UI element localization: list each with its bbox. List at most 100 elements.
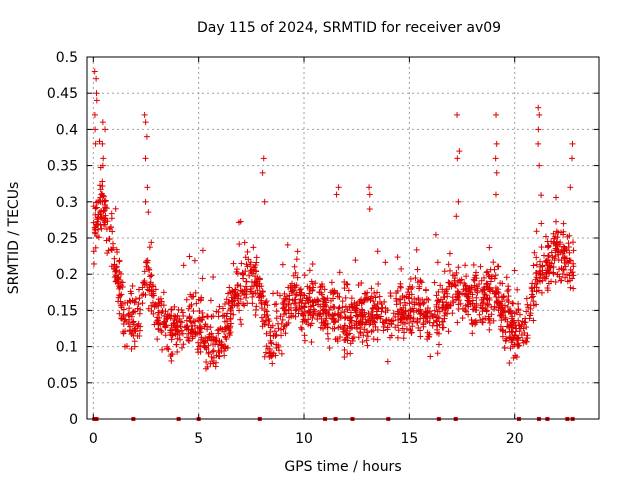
data-point <box>478 288 485 295</box>
data-point <box>569 269 576 276</box>
data-point <box>179 330 186 337</box>
data-point <box>353 308 360 315</box>
data-point <box>333 191 340 198</box>
y-tick-label: 0.5 <box>56 50 78 66</box>
data-point <box>524 301 531 308</box>
data-point <box>436 341 443 348</box>
data-point <box>433 292 440 299</box>
data-point <box>536 111 543 118</box>
data-point <box>336 269 343 276</box>
data-point <box>435 330 442 337</box>
data-point <box>515 306 522 313</box>
data-point <box>382 259 389 266</box>
data-point <box>480 294 487 301</box>
data-point <box>538 289 545 296</box>
data-point <box>238 260 245 267</box>
data-point <box>344 334 351 341</box>
data-point <box>187 318 194 325</box>
data-point <box>471 302 478 309</box>
data-point <box>506 334 513 341</box>
data-point <box>486 319 493 326</box>
data-point <box>204 363 211 370</box>
data-point <box>553 194 560 201</box>
data-point <box>229 298 236 305</box>
data-point <box>493 299 500 306</box>
data-point <box>551 255 558 262</box>
data-point <box>456 148 463 155</box>
data-point <box>95 234 102 241</box>
data-point <box>413 299 420 306</box>
data-point <box>511 310 518 317</box>
data-point <box>359 338 366 345</box>
data-point <box>219 312 226 319</box>
data-point <box>352 257 359 264</box>
data-point <box>529 280 536 287</box>
data-point <box>224 344 231 351</box>
data-point <box>107 224 114 231</box>
data-point <box>218 341 225 348</box>
data-point <box>244 300 251 307</box>
data-point <box>459 290 466 297</box>
data-point <box>174 329 181 336</box>
data-point <box>344 350 351 357</box>
data-point <box>226 332 233 339</box>
data-point <box>179 309 186 316</box>
data-point <box>364 327 371 334</box>
data-point <box>125 311 132 318</box>
data-point <box>153 319 160 326</box>
data-point <box>261 353 268 360</box>
data-point <box>233 266 240 273</box>
data-point <box>569 155 576 162</box>
data-point <box>249 300 256 307</box>
data-point <box>506 360 513 367</box>
data-point <box>197 348 204 355</box>
data-point <box>100 208 107 215</box>
data-point <box>146 244 153 251</box>
data-point <box>359 312 366 319</box>
data-point <box>420 323 427 330</box>
data-point <box>294 248 301 255</box>
data-point <box>484 302 491 309</box>
data-point <box>443 304 450 311</box>
data-point <box>370 298 377 305</box>
data-point <box>417 327 424 334</box>
data-point <box>197 297 204 304</box>
data-point <box>433 314 440 321</box>
data-point <box>250 244 257 251</box>
data-point <box>567 284 574 291</box>
data-point <box>491 306 498 313</box>
data-point <box>449 310 456 317</box>
data-point <box>448 280 455 287</box>
data-point <box>342 303 349 310</box>
data-point <box>271 328 278 335</box>
data-point <box>514 286 521 293</box>
data-point <box>249 293 256 300</box>
data-point <box>252 306 259 313</box>
data-point <box>265 322 272 329</box>
data-point <box>289 290 296 297</box>
data-point <box>511 341 518 348</box>
data-point <box>236 241 243 248</box>
data-point <box>445 261 452 268</box>
data-point <box>456 297 463 304</box>
data-point <box>301 303 308 310</box>
data-point <box>301 272 308 279</box>
data-point <box>148 288 155 295</box>
y-tick-label: 0.05 <box>47 376 78 392</box>
data-point <box>507 345 514 352</box>
data-point <box>95 215 102 222</box>
data-point <box>171 324 178 331</box>
data-point <box>129 282 136 289</box>
data-point <box>394 310 401 317</box>
data-point <box>346 304 353 311</box>
data-point <box>364 342 371 349</box>
data-point <box>140 291 147 298</box>
data-point <box>178 327 185 334</box>
data-point <box>481 287 488 294</box>
data-point <box>353 320 360 327</box>
data-point <box>265 316 272 323</box>
data-point <box>203 313 210 320</box>
data-point <box>105 247 112 254</box>
data-point <box>493 169 500 176</box>
data-point <box>235 219 242 226</box>
